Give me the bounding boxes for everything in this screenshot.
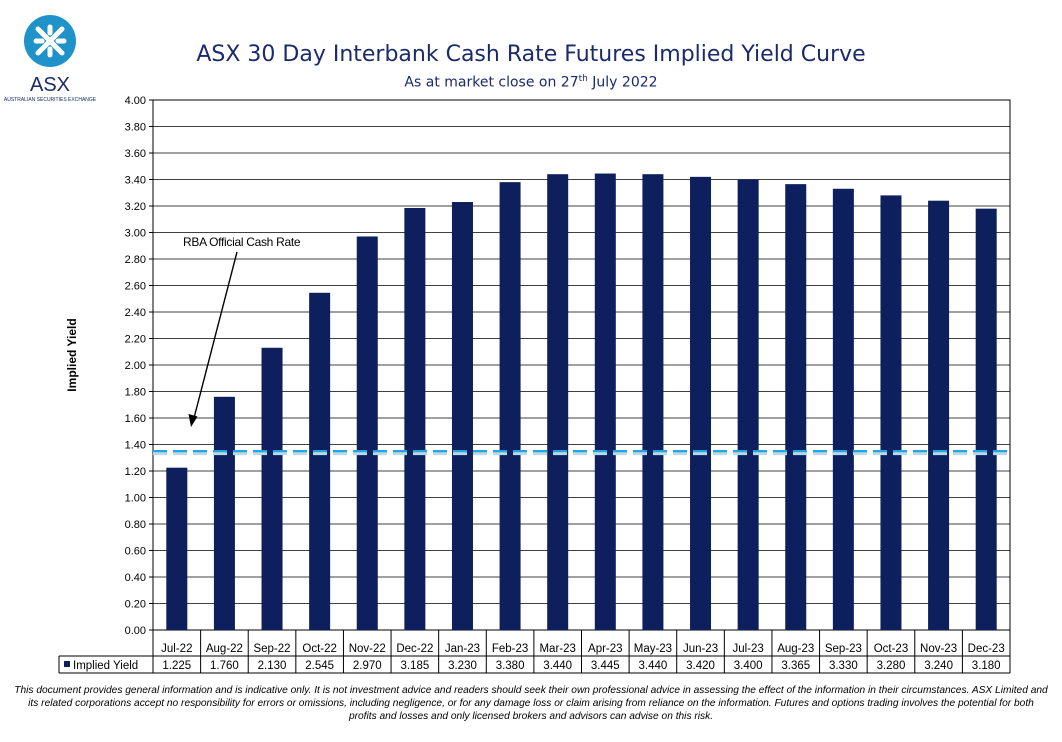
data-table-value: 3.240 (924, 660, 953, 672)
legend-swatch (64, 661, 70, 667)
x-tick-label: Sep-22 (253, 643, 290, 655)
x-tick-label: Dec-23 (968, 643, 1005, 655)
y-tick-label: 0.80 (125, 519, 146, 531)
x-tick-label: Aug-22 (206, 643, 243, 655)
y-tick-label: 2.60 (125, 281, 146, 293)
bar-nov-22 (356, 236, 378, 630)
x-tick-label: Jul-23 (732, 643, 763, 655)
y-tick-label: 0.40 (125, 572, 146, 584)
data-table-value: 1.760 (210, 660, 239, 672)
data-table-value: 3.280 (877, 660, 906, 672)
annotation-label: RBA Official Cash Rate (183, 235, 301, 249)
implied-yield-chart: 0.00 0.20 0.40 0.60 0.80 1.00 1.20 1.40 1.60 1.80… (58, 95, 1011, 674)
bar-mar-23 (547, 174, 569, 630)
annotation-arrow-line (193, 251, 238, 419)
subtitle-date: July 2022 (587, 74, 658, 91)
y-tick-label: 2.00 (125, 360, 146, 372)
x-tick-label: Oct-22 (302, 643, 337, 655)
y-tick-label: 2.40 (125, 307, 146, 319)
data-table-value: 3.330 (829, 660, 858, 672)
y-tick-label: 3.80 (125, 122, 146, 134)
subtitle-text: As at market close on 27 (404, 74, 579, 91)
x-tick-label: Jul-22 (161, 643, 192, 655)
bar-feb-23 (499, 182, 521, 630)
y-tick-label: 1.40 (125, 440, 146, 452)
bar-apr-23 (594, 173, 616, 630)
bar-oct-22 (309, 292, 331, 630)
logo-text: ASX (30, 74, 70, 96)
y-tick-label: 0.20 (125, 599, 146, 611)
data-table-value: 2.970 (353, 660, 382, 672)
bar-nov-23 (928, 200, 950, 630)
annotation-arrow-head (188, 414, 198, 427)
data-table-value: 3.380 (496, 660, 525, 672)
legend-label: Implied Yield (73, 660, 138, 672)
x-tick-label: Feb-23 (492, 643, 528, 655)
data-table-value: 3.440 (639, 660, 668, 672)
y-tick-label: 1.20 (125, 466, 146, 478)
data-table-value: 3.230 (448, 660, 477, 672)
x-tick-label: Mar-23 (539, 643, 575, 655)
y-tick-label: 3.40 (125, 175, 146, 187)
bar-may-23 (642, 174, 664, 630)
y-tick-label: 3.60 (125, 148, 146, 160)
bar-aug-23 (785, 184, 807, 630)
data-table-value: 3.440 (543, 660, 572, 672)
x-tick-label: May-23 (634, 643, 672, 655)
data-table-value: 3.420 (686, 660, 715, 672)
x-tick-label: Aug-23 (777, 643, 814, 655)
x-tick-label: Jun-23 (683, 643, 718, 655)
y-axis-label: Implied Yield (65, 318, 79, 391)
data-table-value: 3.185 (400, 660, 429, 672)
bar-dec-23 (975, 208, 997, 630)
y-tick-label: 1.00 (125, 493, 146, 505)
data-table-value: 3.365 (781, 660, 810, 672)
chart-title: ASX 30 Day Interbank Cash Rate Futures I… (196, 42, 866, 67)
x-tick-label: Sep-23 (825, 643, 862, 655)
x-tick-label: Oct-23 (874, 643, 909, 655)
bar-sep-22 (261, 347, 283, 630)
x-tick-label: Apr-23 (588, 643, 623, 655)
x-tick-label: Nov-22 (349, 643, 386, 655)
logo-tagline: AUSTRALIAN SECURITIES EXCHANGE (4, 97, 97, 103)
data-table-value: 3.400 (734, 660, 763, 672)
x-tick-label: Jan-23 (445, 643, 480, 655)
bar-oct-23 (880, 195, 902, 630)
bar-jun-23 (690, 176, 712, 630)
bar-aug-22 (213, 396, 235, 630)
y-tick-label: 4.00 (125, 95, 146, 107)
y-tick-label: 0.60 (125, 546, 146, 558)
subtitle-superscript: th (578, 74, 588, 84)
bar-jan-23 (451, 202, 473, 630)
data-table-value: 3.445 (591, 660, 620, 672)
chart-subtitle: As at market close on 27th July 2022 (0, 74, 1062, 91)
asx-logo: ASX AUSTRALIAN SECURITIES EXCHANGE (4, 15, 97, 103)
y-tick-label: 1.80 (125, 387, 146, 399)
bar-jul-22 (166, 467, 188, 630)
y-tick-label: 2.20 (125, 334, 146, 346)
data-table-value: 1.225 (162, 660, 191, 672)
disclaimer: This document provides general informati… (14, 685, 1048, 722)
y-tick-label: 3.00 (125, 228, 146, 240)
y-tick-label: 3.20 (125, 201, 146, 213)
y-tick-label: 1.60 (125, 413, 146, 425)
bar-sep-23 (832, 188, 854, 630)
logo-cross-icon (33, 24, 67, 58)
data-table-value: 2.545 (305, 660, 334, 672)
bar-dec-22 (404, 207, 426, 631)
y-tick-label: 2.80 (125, 254, 146, 266)
data-table-value: 2.130 (258, 660, 287, 672)
y-tick-label: 0.00 (125, 625, 146, 637)
bar-jul-23 (737, 179, 759, 630)
x-tick-label: Nov-23 (920, 643, 957, 655)
x-tick-label: Dec-22 (396, 643, 433, 655)
data-table-value: 3.180 (972, 660, 1001, 672)
